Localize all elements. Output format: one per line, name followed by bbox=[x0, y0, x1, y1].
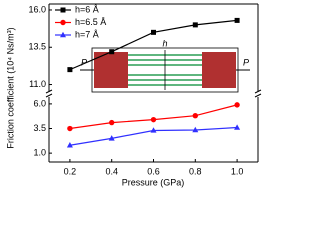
marker bbox=[192, 126, 199, 133]
marker bbox=[67, 125, 73, 132]
marker bbox=[192, 22, 198, 28]
x-tick-label: 0.8 bbox=[189, 166, 202, 176]
marker bbox=[192, 113, 198, 119]
chart: h P P Friction coefficient (10⁴ Ns/m³) P… bbox=[5, 3, 262, 187]
legend-label: h=7 Å bbox=[75, 29, 99, 39]
y-tick-label: 16.0 bbox=[28, 4, 46, 14]
y-tick-label: 11.0 bbox=[29, 79, 46, 89]
marker bbox=[234, 17, 240, 23]
marker bbox=[234, 124, 241, 130]
marker bbox=[66, 142, 73, 148]
marker bbox=[108, 135, 115, 141]
inset-label: P bbox=[81, 57, 87, 67]
marker bbox=[234, 102, 240, 108]
marker bbox=[150, 127, 157, 133]
inset-label: P bbox=[243, 57, 249, 67]
marker bbox=[109, 49, 115, 55]
series-line bbox=[69, 104, 238, 130]
legend-marker bbox=[60, 31, 66, 38]
axis-break bbox=[45, 89, 53, 94]
legend-marker bbox=[60, 19, 66, 26]
x-tick-label: 1.0 bbox=[231, 166, 244, 176]
y-tick-label: 13.5 bbox=[28, 42, 46, 52]
y-tick-label: 1.0 bbox=[33, 148, 46, 158]
marker bbox=[109, 119, 115, 126]
y-axis-label: Friction coefficient (10⁴ Ns/m³) bbox=[5, 27, 15, 148]
legend-marker bbox=[60, 7, 66, 13]
axis-break bbox=[254, 89, 262, 94]
axis-break bbox=[254, 93, 262, 98]
marker bbox=[150, 116, 157, 123]
x-tick-label: 0.2 bbox=[64, 166, 77, 176]
x-tick-label: 0.4 bbox=[105, 166, 118, 176]
legend-label: h=6 Å bbox=[75, 4, 99, 14]
marker bbox=[151, 29, 156, 35]
y-tick-label: 3.5 bbox=[33, 123, 46, 133]
axis-break bbox=[45, 93, 53, 98]
x-axis-label: Pressure (GPa) bbox=[122, 177, 185, 187]
marker bbox=[67, 67, 73, 73]
legend-label: h=6.5 Å bbox=[75, 17, 106, 27]
inset-diagram bbox=[80, 47, 250, 93]
inset-label: h bbox=[162, 38, 167, 48]
y-tick-label: 6.0 bbox=[33, 98, 46, 108]
x-tick-label: 0.6 bbox=[147, 166, 160, 176]
